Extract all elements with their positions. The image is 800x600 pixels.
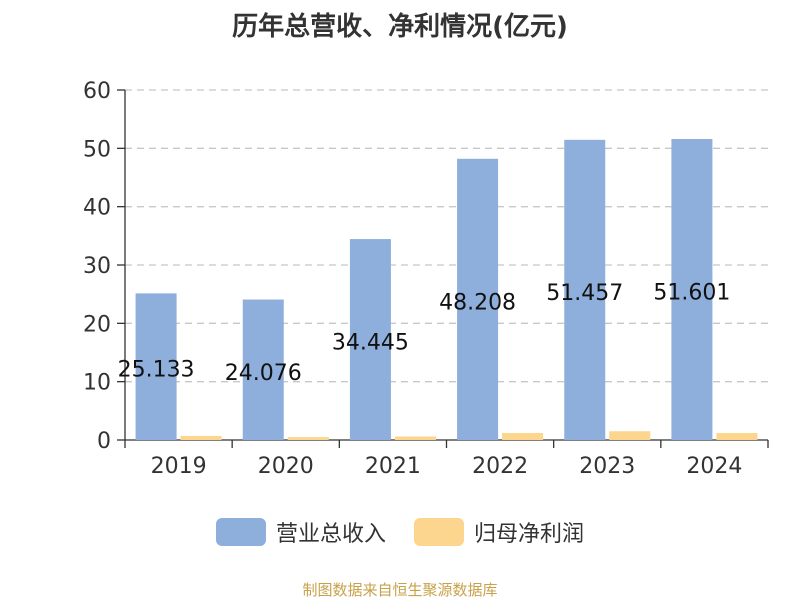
y-tick-label: 0 (97, 429, 111, 454)
chart-title: 历年总营收、净利情况(亿元) (232, 12, 568, 42)
bar-net-profit-2024 (716, 433, 758, 440)
x-tick-label: 2024 (686, 454, 742, 479)
legend-label-net-profit: 归母净利润 (474, 522, 585, 547)
data-label-revenue-2024: 51.601 (653, 280, 730, 305)
bar-revenue-2022 (457, 158, 499, 440)
legend-item-net-profit[interactable]: 归母净利润 (414, 516, 584, 548)
y-tick-label: 40 (83, 196, 111, 221)
chart-legend: 营业总收入 归母净利润 (0, 516, 800, 548)
x-tick-label: 2021 (365, 454, 421, 479)
bar-net-profit-2023 (609, 431, 651, 440)
data-source-note: 制图数据来自恒生聚源数据库 (302, 581, 498, 599)
y-tick-label: 10 (83, 371, 111, 396)
data-label-revenue-2023: 51.457 (546, 281, 623, 306)
bar-net-profit-2022 (502, 433, 544, 440)
x-tick-label: 2019 (151, 454, 207, 479)
data-label-revenue-2022: 48.208 (439, 290, 516, 315)
y-tick-label: 60 (83, 79, 111, 104)
bar-revenue-2020 (242, 299, 284, 440)
x-tick-label: 2023 (579, 454, 635, 479)
legend-swatch-net-profit (414, 518, 464, 546)
bar-net-profit-2020 (287, 437, 329, 440)
y-tick-label: 50 (83, 137, 111, 162)
data-label-revenue-2019: 25.133 (118, 358, 195, 383)
legend-label-revenue: 营业总收入 (275, 522, 386, 547)
bar-revenue-2019 (135, 293, 177, 440)
y-tick-label: 30 (83, 254, 111, 279)
x-tick-label: 2020 (258, 454, 314, 479)
data-label-revenue-2021: 34.445 (332, 331, 409, 356)
legend-item-revenue[interactable]: 营业总收入 (215, 516, 386, 548)
bar-net-profit-2021 (394, 436, 436, 440)
data-label-revenue-2020: 24.076 (225, 361, 302, 386)
x-tick-label: 2022 (472, 454, 528, 479)
bar-net-profit-2019 (180, 435, 222, 440)
bar-revenue-2023 (564, 139, 606, 440)
legend-swatch-revenue (215, 518, 266, 546)
y-tick-label: 20 (83, 312, 111, 337)
bar-revenue-2021 (349, 239, 391, 440)
bar-revenue-2024 (671, 138, 713, 440)
